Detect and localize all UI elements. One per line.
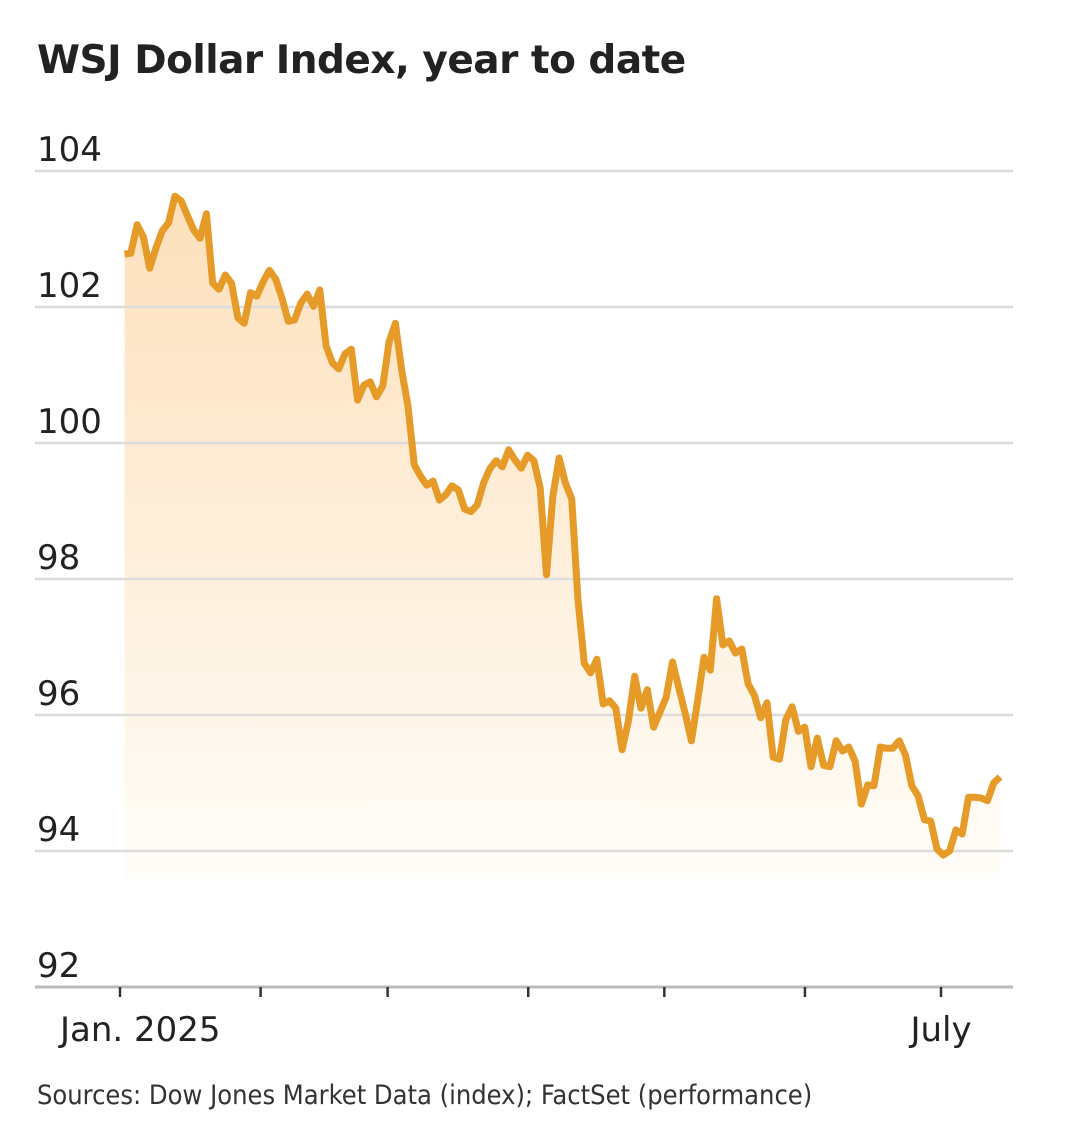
- y-tick-label: 96: [37, 674, 80, 714]
- y-tick-label: 98: [37, 538, 80, 578]
- x-tick-label: July: [908, 1010, 971, 1050]
- y-tick-label: 92: [37, 946, 80, 986]
- x-tick-label: Jan. 2025: [58, 1010, 221, 1050]
- y-tick-label: 94: [37, 810, 80, 850]
- y-tick-label: 104: [37, 130, 102, 170]
- y-tick-label: 102: [37, 266, 102, 306]
- source-note: Sources: Dow Jones Market Data (index); …: [37, 1080, 813, 1111]
- chart-title: WSJ Dollar Index, year to date: [37, 38, 686, 83]
- y-tick-label: 100: [37, 402, 102, 442]
- series-line: [124, 192, 1003, 859]
